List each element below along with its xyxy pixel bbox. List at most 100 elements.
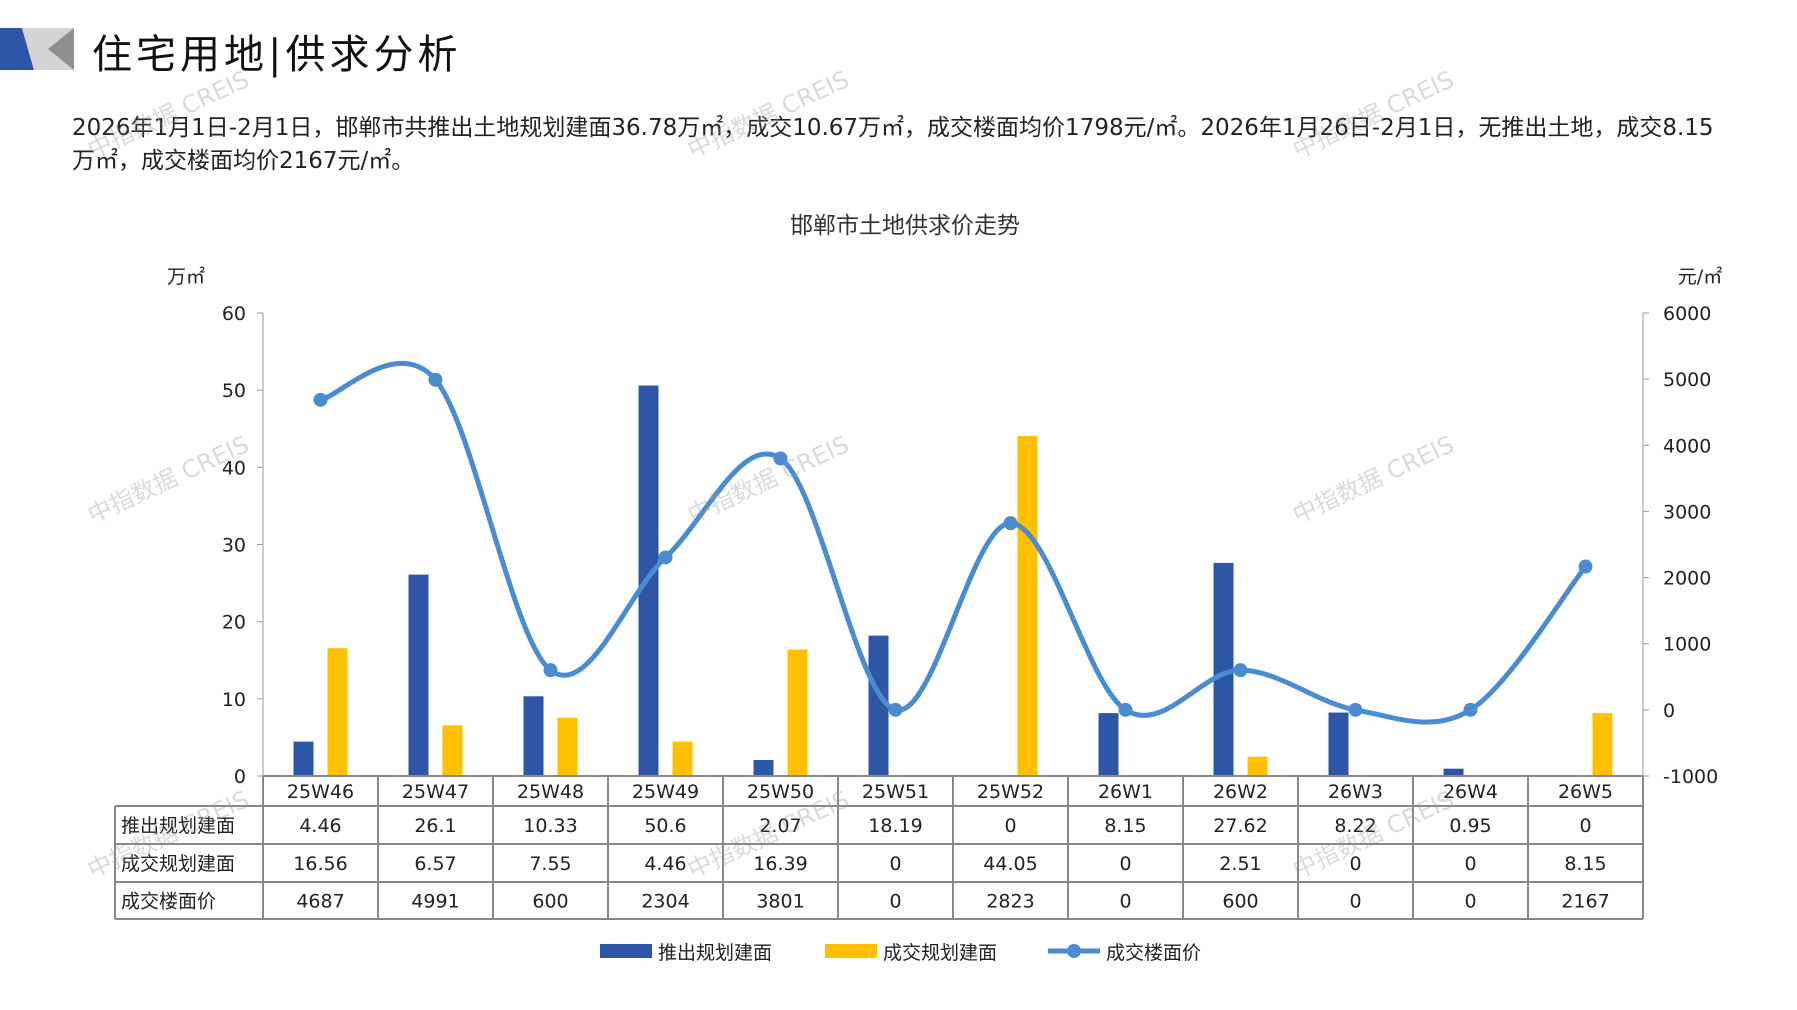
bar-supply [1098, 713, 1119, 776]
table-cell: 600 [1222, 891, 1258, 913]
right-axis-unit: 元/㎡ [1678, 265, 1722, 288]
table-cell: 0 [1004, 815, 1016, 837]
table-row-header: 成交楼面价 [121, 891, 216, 913]
table-cell: 8.15 [1104, 815, 1146, 837]
right-tick-label: 2000 [1663, 568, 1711, 590]
summary-text: 2026年1月1日-2月1日，邯郸市共推出土地规划建面36.78万㎡，成交10.… [72, 115, 1714, 174]
price-point [658, 550, 673, 565]
table-cell: 26.1 [414, 815, 456, 837]
table-cell: 4.46 [299, 815, 341, 837]
category-label: 26W4 [1443, 781, 1498, 803]
table-cell: 16.39 [753, 853, 807, 875]
category-label: 25W47 [402, 781, 469, 803]
table-cell: 0 [889, 891, 901, 913]
category-label: 25W48 [517, 781, 584, 803]
table-cell: 50.6 [644, 815, 686, 837]
price-point [1578, 559, 1593, 574]
legend-label-price: 成交楼面价 [1106, 942, 1201, 964]
header-logo-decoration [0, 28, 74, 70]
table-cell: 7.55 [529, 853, 571, 875]
table-cell: 18.19 [868, 815, 922, 837]
chart-title: 邯郸市土地供求价走势 [790, 213, 1020, 239]
table-cell: 8.22 [1334, 815, 1376, 837]
table-cell: 6.57 [414, 853, 456, 875]
table-cell: 27.62 [1213, 815, 1267, 837]
category-label: 26W3 [1328, 781, 1383, 803]
table-cell: 0.95 [1449, 815, 1491, 837]
bar-deal [1247, 756, 1268, 776]
page-title: 住宅用地|供求分析 [92, 32, 462, 78]
right-tick-label: 4000 [1663, 435, 1711, 457]
price-point [1348, 702, 1363, 717]
table-cell: 4991 [411, 891, 459, 913]
price-point [313, 392, 328, 407]
table-cell: 0 [1349, 853, 1361, 875]
legend-swatch-supply [600, 944, 652, 958]
bar-supply [1328, 712, 1349, 776]
right-tick-label: 1000 [1663, 634, 1711, 656]
right-tick-label: 3000 [1663, 501, 1711, 523]
table-cell: 10.33 [523, 815, 577, 837]
bar-deal [1017, 436, 1038, 776]
bar-deal [442, 725, 463, 776]
legend-marker-price [1067, 944, 1081, 958]
right-tick-label: 5000 [1663, 369, 1711, 391]
right-tick-label: 0 [1663, 700, 1675, 722]
table-cell: 2304 [641, 891, 689, 913]
table-cell: 2823 [986, 891, 1034, 913]
bar-supply [753, 760, 774, 776]
table-cell: 0 [1119, 891, 1131, 913]
table-row-header: 成交规划建面 [121, 853, 235, 875]
table-cell: 0 [889, 853, 901, 875]
table-cell: 44.05 [983, 853, 1037, 875]
bar-supply [293, 741, 314, 776]
price-point [1118, 702, 1133, 717]
category-label: 25W50 [747, 781, 814, 803]
bar-supply [1443, 768, 1464, 776]
category-label: 26W5 [1558, 781, 1613, 803]
legend-label-supply: 推出规划建面 [658, 942, 772, 964]
bar-supply [408, 574, 429, 776]
legend-swatch-deal [825, 944, 877, 958]
category-label: 26W2 [1213, 781, 1268, 803]
category-label: 25W51 [862, 781, 929, 803]
category-label: 26W1 [1098, 781, 1153, 803]
right-tick-label: 6000 [1663, 303, 1711, 325]
table-cell: 600 [532, 891, 568, 913]
bar-supply [868, 635, 889, 776]
left-tick-label: 60 [222, 303, 246, 325]
table-cell: 4.46 [644, 853, 686, 875]
table-cell: 4687 [296, 891, 344, 913]
table-cell: 0 [1119, 853, 1131, 875]
bar-supply [1213, 562, 1234, 776]
left-tick-label: 50 [222, 380, 246, 402]
price-point [543, 663, 558, 678]
table-cell: 3801 [756, 891, 804, 913]
left-tick-label: 10 [222, 689, 246, 711]
price-point [1233, 663, 1248, 678]
bar-deal [327, 648, 348, 776]
price-point [888, 702, 903, 717]
table-cell: 0 [1464, 891, 1476, 913]
bar-supply [523, 696, 544, 776]
price-point [773, 451, 788, 466]
table-row-header: 推出规划建面 [121, 815, 235, 837]
category-label: 25W52 [977, 781, 1044, 803]
price-point [1463, 702, 1478, 717]
left-tick-label: 0 [234, 766, 246, 788]
category-label: 25W46 [287, 781, 354, 803]
bar-deal [672, 741, 693, 776]
left-tick-label: 40 [222, 457, 246, 479]
bar-deal [557, 717, 578, 776]
table-cell: 8.15 [1564, 853, 1606, 875]
category-label: 25W49 [632, 781, 699, 803]
bar-deal [1592, 713, 1613, 776]
price-line [319, 361, 1588, 725]
left-tick-label: 30 [222, 535, 246, 557]
table-cell: 0 [1349, 891, 1361, 913]
table-cell: 0 [1464, 853, 1476, 875]
price-point [1003, 516, 1018, 531]
right-tick-label: -1000 [1663, 766, 1718, 788]
left-axis-unit: 万㎡ [167, 265, 205, 288]
